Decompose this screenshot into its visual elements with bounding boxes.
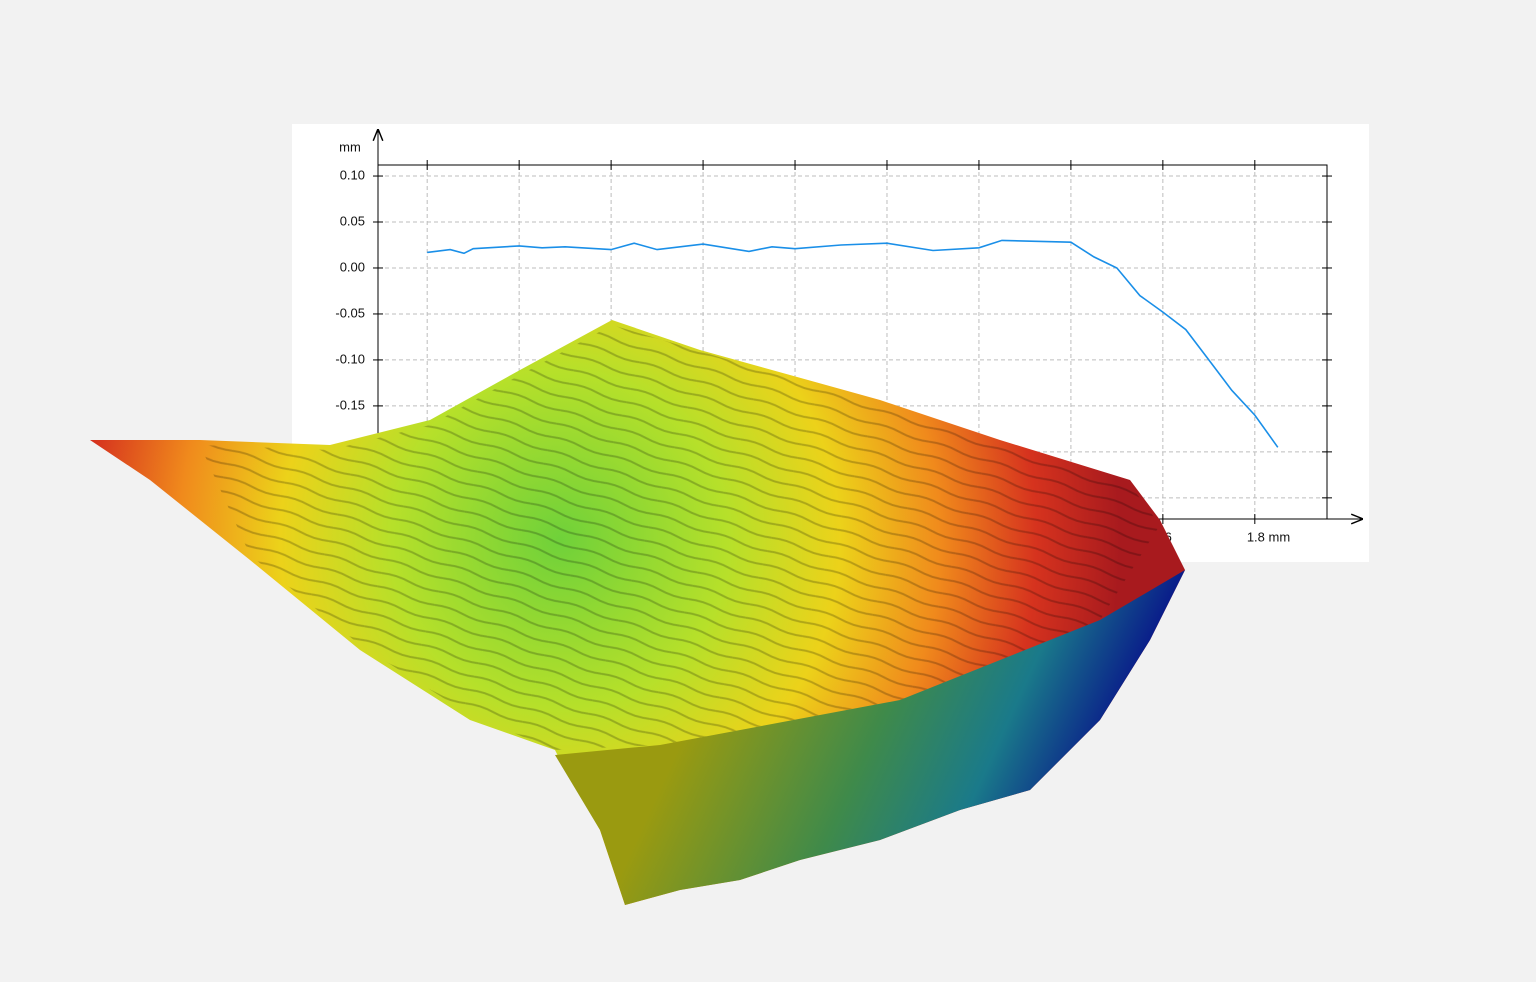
y-unit: mm [339, 139, 361, 154]
y-tick-label: -0.10 [335, 351, 365, 366]
y-tick-label: 0.10 [340, 167, 365, 182]
surface-front [555, 570, 1185, 905]
surface-texture [200, 325, 1160, 750]
y-tick-label: 0.05 [340, 213, 365, 228]
y-tick-label: -0.15 [335, 397, 365, 412]
y-tick-label: -0.05 [335, 305, 365, 320]
y-tick-label: 0.00 [340, 259, 365, 274]
x-tick-label: 1.8 mm [1247, 529, 1290, 544]
surface-image [90, 320, 1185, 905]
profile-line [427, 239, 1279, 448]
